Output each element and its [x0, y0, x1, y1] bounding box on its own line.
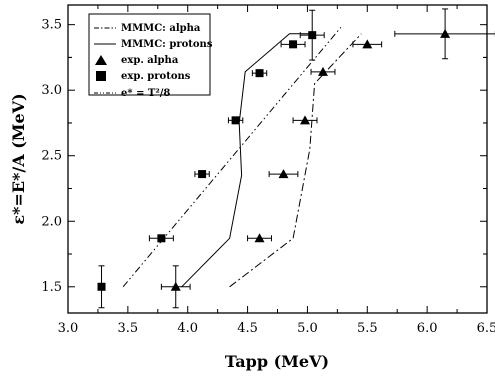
y-tick-label: 2.5 — [41, 149, 62, 164]
legend: MMMC: alpha MMMC: protons exp. alpha exp. p… — [89, 14, 213, 99]
y-tick-label: 1.5 — [41, 280, 62, 295]
x-tick-label: 5.0 — [297, 321, 318, 336]
exp-protons-point — [308, 31, 316, 39]
mmmc-alpha-legend-label: MMMC: alpha — [121, 23, 201, 34]
x-axis-title: Tapp (MeV) — [225, 352, 329, 371]
exp-protons-legend-swatch — [96, 71, 106, 81]
y-tick-label: 3.5 — [41, 18, 62, 33]
exp-protons-point — [232, 116, 240, 124]
exp-protons-point — [198, 170, 206, 178]
x-tick-label: 6.5 — [477, 321, 495, 336]
e-t-8-legend-label: e* = T²/8 — [121, 88, 170, 99]
x-tick-label: 4.5 — [237, 321, 258, 336]
exp-protons-legend-label: exp. protons — [121, 71, 191, 82]
exp-alpha-legend-label: exp. alpha — [121, 55, 179, 66]
mmmc-protons-legend-label: MMMC: protons — [121, 39, 213, 50]
x-tick-label: 3.0 — [58, 321, 79, 336]
mmmc-alpha-line — [230, 34, 362, 287]
x-tick-label: 4.0 — [177, 321, 198, 336]
exp-protons-point — [289, 40, 297, 48]
y-tick-label: 2.0 — [41, 214, 62, 229]
x-tick-label: 6.0 — [417, 321, 438, 336]
x-tick-label: 5.5 — [357, 321, 378, 336]
y-axis-title: ε*=E*/A (MeV) — [9, 93, 28, 224]
y-tick-label: 3.0 — [41, 83, 62, 98]
exp-protons-point — [98, 283, 106, 291]
exp-protons-point — [256, 69, 264, 77]
exp-protons-point — [157, 234, 165, 242]
x-tick-label: 3.5 — [118, 321, 139, 336]
